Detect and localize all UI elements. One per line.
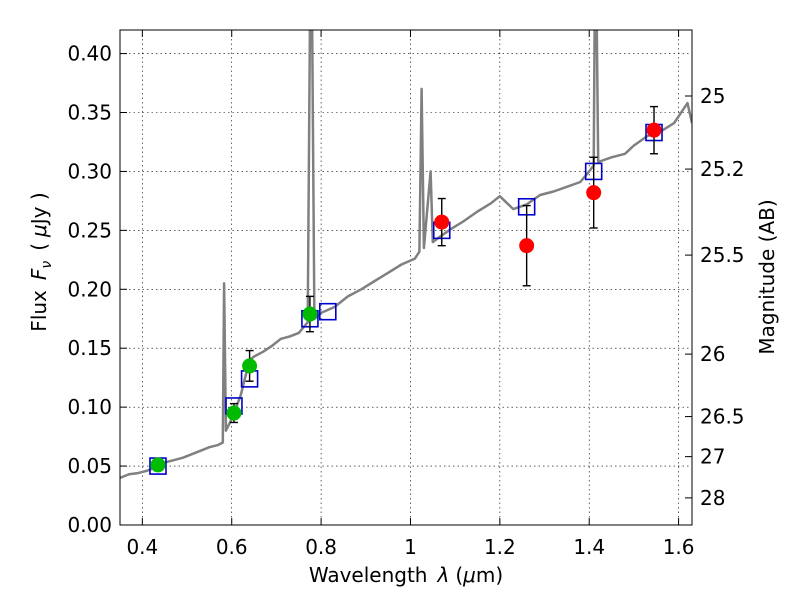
photometry-point	[302, 306, 318, 322]
grid	[120, 30, 692, 525]
y-tick-label: 0.05	[67, 454, 112, 478]
photometry-point	[434, 214, 450, 230]
ticks: 0.4 0.6 0.8 1 1.2 1.4 1.6 0.00 0.05 0.10 0.15 0.20 0…	[67, 30, 745, 559]
y2-tick-label: 27	[700, 445, 725, 469]
photometry-point	[226, 405, 242, 421]
plot-frame	[119, 29, 693, 526]
y-tick-label: 0.20	[67, 277, 112, 301]
y2-tick-label: 25	[700, 84, 725, 108]
y2-tick-label: 28	[700, 486, 725, 510]
synthetic-photometry-square	[318, 302, 337, 321]
x-tick-label: 0.4	[126, 535, 158, 559]
y-tick-label: 0.25	[67, 218, 112, 242]
y2-tick-label: 26.5	[700, 405, 745, 429]
y-tick-label: 0.40	[67, 42, 112, 66]
photometry-point	[646, 122, 662, 138]
x-tick-label: 0.8	[305, 535, 337, 559]
y-tick-label: 0.00	[67, 513, 112, 537]
y-tick-label: 0.35	[67, 101, 112, 125]
y-axis-label: FluxFν(μJy )	[27, 192, 55, 331]
x-tick-label: 1.2	[484, 535, 516, 559]
data-layer	[120, 30, 692, 480]
photometry-point	[586, 185, 602, 201]
y-tick-label: 0.10	[67, 395, 112, 419]
y2-tick-label: 25.2	[700, 157, 745, 181]
photometry-point	[519, 238, 535, 254]
y2-axis-label: Magnitude (AB)	[755, 199, 779, 354]
x-tick-label: 1.4	[573, 535, 605, 559]
x-tick-label: 1.6	[663, 535, 695, 559]
y-tick-label: 0.30	[67, 159, 112, 183]
y2-tick-label: 26	[700, 342, 725, 366]
x-tick-label: 1	[404, 535, 417, 559]
y-tick-label: 0.15	[67, 336, 112, 360]
photometry-point	[242, 358, 258, 374]
y2-tick-label: 25.5	[700, 243, 745, 267]
x-tick-label: 0.6	[216, 535, 248, 559]
x-axis-label: Wavelength λ (μm)	[309, 563, 503, 587]
spectrum-line	[120, 30, 692, 480]
photometry-point	[150, 457, 166, 473]
